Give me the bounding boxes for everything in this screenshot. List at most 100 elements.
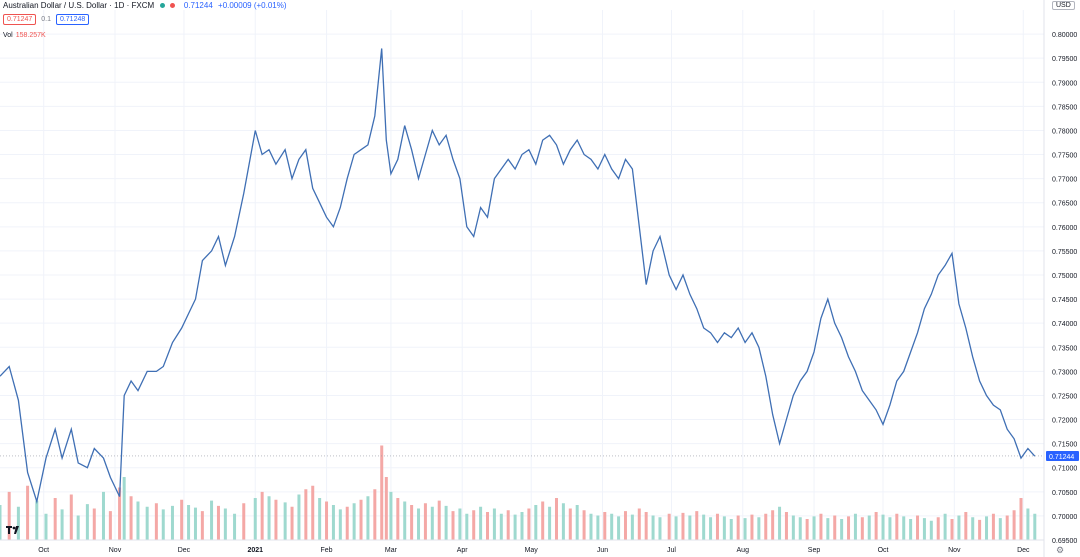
volume-bar <box>60 509 64 540</box>
volume-bar <box>667 513 671 540</box>
volume-bar <box>909 519 913 540</box>
last-value: 0.71244 <box>183 1 213 10</box>
volume-bar <box>991 513 995 540</box>
volume-bar <box>85 504 89 540</box>
currency-button[interactable]: USD <box>1052 1 1075 10</box>
price-change: +0.00009 (+0.01%) <box>218 1 287 10</box>
volume-bar <box>916 515 920 540</box>
volume-bar <box>423 503 427 540</box>
volume-bar <box>92 508 96 540</box>
price-tick-label: 0.80000 <box>1052 32 1077 39</box>
volume-bar <box>325 501 329 540</box>
volume-bar <box>331 505 335 540</box>
volume-bar <box>380 445 384 540</box>
volume-bars <box>0 445 1037 540</box>
price-tick-label: 0.70500 <box>1052 490 1077 497</box>
buy-price-pill[interactable]: 0.71248 <box>55 14 90 25</box>
volume-bar <box>233 513 237 540</box>
volume-bar <box>561 503 565 540</box>
volume-bar <box>465 513 469 540</box>
volume-bar <box>554 498 558 540</box>
volume-bar <box>847 516 851 540</box>
volume-bar <box>743 518 747 540</box>
volume-bar <box>778 506 782 540</box>
volume-bar <box>534 505 538 540</box>
volume-bar <box>366 496 370 540</box>
volume-bar <box>541 501 545 540</box>
volume-bar <box>384 477 388 540</box>
price-tick-label: 0.76000 <box>1052 225 1077 232</box>
grid-lines <box>0 10 1044 541</box>
volume-bar <box>69 494 73 540</box>
market-status-dot-green <box>160 3 166 9</box>
volume-bar <box>444 505 448 540</box>
price-tick-label: 0.76500 <box>1052 201 1077 208</box>
volume-bar <box>520 512 524 540</box>
volume-bar <box>338 509 342 540</box>
volume-bar <box>722 516 726 540</box>
volume-bar <box>318 498 322 540</box>
gear-icon[interactable]: ⚙ <box>1056 545 1065 555</box>
volume-bar <box>1019 498 1023 540</box>
volume-bar <box>998 518 1002 540</box>
volume-bar <box>881 514 885 540</box>
time-tick-label: Jun <box>597 547 608 554</box>
time-tick-label: Dec <box>1017 547 1030 554</box>
quote-pills: 0.71247 0.1 0.71248 <box>3 14 90 25</box>
volume-bar <box>798 517 802 540</box>
volume-bar <box>805 519 809 540</box>
last-price-tag: 0.71244 <box>1046 450 1079 461</box>
volume-bar <box>210 500 214 540</box>
price-tick-label: 0.78500 <box>1052 104 1077 111</box>
volume-bar <box>971 517 975 540</box>
time-tick-label: Apr <box>457 547 469 554</box>
volume-bar <box>16 506 20 540</box>
volume-bar <box>688 515 692 540</box>
volume-bar <box>589 513 593 540</box>
volume-bar <box>216 505 220 540</box>
price-tick-label: 0.79500 <box>1052 56 1077 63</box>
volume-bar <box>651 515 655 540</box>
sell-price-pill[interactable]: 0.71247 <box>3 14 37 25</box>
volume-bar <box>867 515 871 540</box>
volume-bar <box>784 512 788 540</box>
price-axis[interactable]: 0.80000 0.79500 0.79000 0.78500 0.78000 0.775… <box>1043 0 1077 557</box>
volume-bar <box>895 513 899 540</box>
volume-bar <box>957 515 961 540</box>
volume-bar <box>486 512 490 540</box>
volume-bar <box>596 515 600 540</box>
volume-bar <box>771 510 775 540</box>
volume-bar <box>499 513 503 540</box>
volume-bar <box>44 513 48 540</box>
volume-bar <box>922 518 926 540</box>
volume-bar <box>603 512 607 540</box>
volume-bar <box>267 496 271 540</box>
volume-bar <box>874 512 878 540</box>
volume-bar <box>658 517 662 540</box>
time-tick-label: Feb <box>321 547 333 554</box>
spread-value: 0.1 <box>41 16 51 23</box>
time-tick-label: Mar <box>385 547 398 554</box>
price-tick-label: 0.73000 <box>1052 369 1077 376</box>
volume-bar <box>129 496 133 540</box>
time-tick-label: Aug <box>737 547 750 554</box>
price-tick-label: 0.71000 <box>1052 466 1077 473</box>
time-axis[interactable]: Oct Nov Dec 2021 Feb Mar Apr May Jun Jul Aug Sep Oct… <box>0 539 1044 554</box>
tradingview-logo-icon[interactable] <box>5 524 21 536</box>
volume-bar <box>76 515 80 540</box>
price-tick-label: 0.74500 <box>1052 297 1077 304</box>
volume-bar <box>674 516 678 540</box>
last-price-tag-bg <box>1046 450 1079 461</box>
volume-bar <box>610 513 614 540</box>
volume-bar <box>630 514 634 540</box>
volume-bar <box>964 512 968 540</box>
volume-bar <box>637 508 641 540</box>
volume-bar <box>729 519 733 540</box>
volume-bar <box>929 520 933 540</box>
price-tick-label: 0.73500 <box>1052 345 1077 352</box>
symbol-title[interactable]: Australian Dollar / U.S. Dollar · 1D · F… <box>3 1 155 10</box>
price-tick-label: 0.74000 <box>1052 321 1077 328</box>
volume-bar <box>311 485 315 540</box>
volume-bar <box>709 517 713 540</box>
